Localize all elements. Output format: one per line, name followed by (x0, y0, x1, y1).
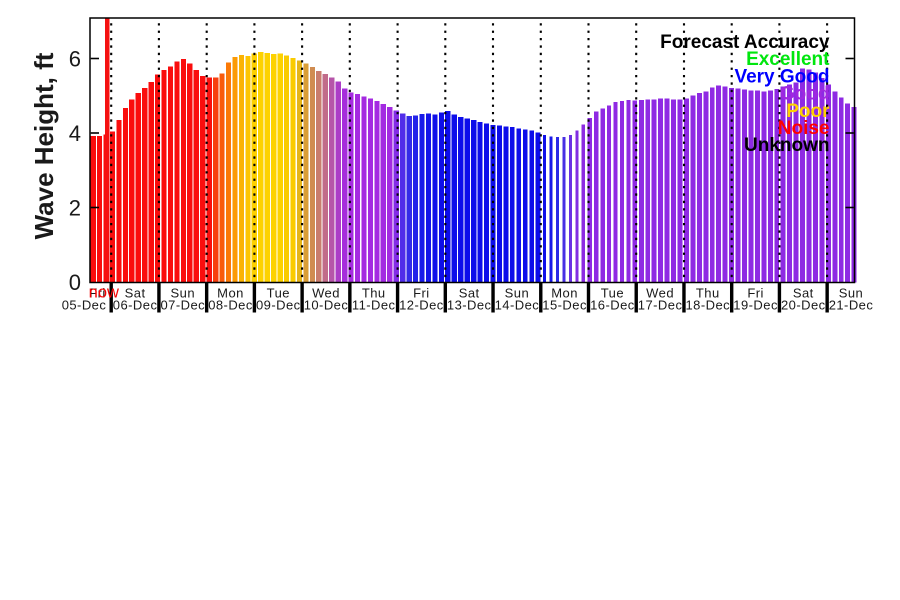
svg-text:Sat: Sat (459, 286, 480, 301)
svg-text:Fri: Fri (89, 286, 106, 301)
svg-text:Fri: Fri (413, 286, 430, 301)
svg-text:Mon: Mon (217, 286, 244, 301)
svg-text:Noise: Noise (778, 118, 830, 139)
svg-text:20-Dec: 20-Dec (781, 298, 826, 313)
svg-text:6: 6 (69, 47, 81, 72)
svg-text:Mon: Mon (551, 286, 578, 301)
svg-text:Wave Height, ft: Wave Height, ft (29, 52, 59, 239)
svg-text:Fri: Fri (747, 286, 764, 301)
svg-text:Sun: Sun (505, 286, 529, 301)
svg-text:Thu: Thu (696, 286, 720, 301)
svg-text:now: now (89, 284, 119, 302)
svg-text:11-Dec: 11-Dec (352, 298, 396, 313)
svg-text:Poor: Poor (786, 101, 830, 122)
svg-text:Tue: Tue (601, 286, 624, 301)
svg-text:Sat: Sat (125, 286, 146, 301)
svg-text:Thu: Thu (362, 286, 386, 301)
svg-text:0: 0 (69, 270, 81, 295)
svg-text:12-Dec: 12-Dec (399, 298, 444, 313)
svg-text:15-Dec: 15-Dec (542, 298, 587, 313)
svg-text:18-Dec: 18-Dec (685, 298, 730, 313)
svg-text:14-Dec: 14-Dec (495, 298, 540, 313)
svg-text:10-Dec: 10-Dec (304, 298, 349, 313)
svg-text:05-Dec: 05-Dec (62, 298, 107, 313)
svg-text:Sat: Sat (793, 286, 814, 301)
svg-text:19-Dec: 19-Dec (733, 298, 778, 313)
svg-text:Very Good: Very Good (734, 66, 829, 87)
svg-text:17-Dec: 17-Dec (638, 298, 683, 313)
svg-text:21-Dec: 21-Dec (829, 298, 874, 313)
svg-text:Unknown: Unknown (744, 135, 830, 156)
svg-text:Excellent: Excellent (746, 49, 830, 70)
svg-text:Sun: Sun (171, 286, 195, 301)
svg-text:Good: Good (780, 84, 830, 105)
svg-text:09-Dec: 09-Dec (256, 298, 301, 313)
svg-text:13-Dec: 13-Dec (447, 298, 492, 313)
svg-text:4: 4 (69, 121, 81, 146)
svg-text:06-Dec: 06-Dec (113, 298, 158, 313)
svg-text:07-Dec: 07-Dec (160, 298, 205, 313)
svg-text:Wed: Wed (312, 286, 340, 301)
svg-text:08-Dec: 08-Dec (208, 298, 253, 313)
svg-text:Wed: Wed (646, 286, 674, 301)
svg-text:Sun: Sun (839, 286, 863, 301)
svg-text:Tue: Tue (267, 286, 290, 301)
svg-text:16-Dec: 16-Dec (590, 298, 635, 313)
svg-text:2: 2 (69, 196, 81, 221)
svg-text:Forecast Accuracy: Forecast Accuracy (660, 32, 830, 53)
